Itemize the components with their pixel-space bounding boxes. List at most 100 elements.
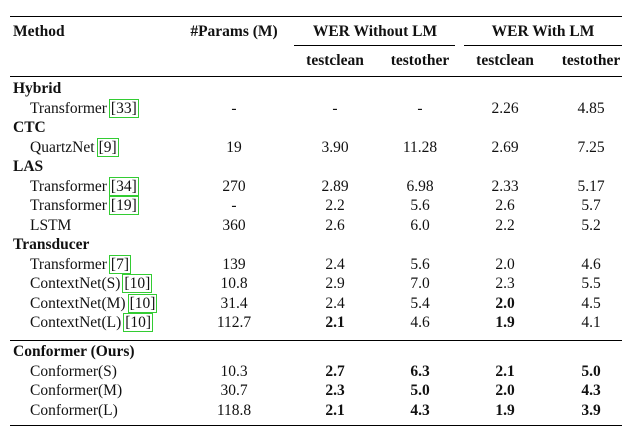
- subheader-testclean: testclean: [476, 52, 534, 69]
- method-cell: LSTM: [30, 217, 71, 235]
- method-cell: ContextNet(S) [10]: [30, 274, 153, 293]
- method-name: Conformer(M): [30, 382, 123, 399]
- wer-cell: 2.2: [325, 197, 345, 214]
- wer-cell: 2.9: [325, 275, 345, 292]
- method-cell: ContextNet(L) [10]: [30, 313, 154, 332]
- wer-cell: 2.4: [325, 294, 345, 312]
- wer-cell: 2.1: [325, 401, 345, 419]
- wer-with-lm-rule: [464, 45, 622, 46]
- wer-cell: -: [332, 99, 338, 117]
- wer-cell: 2.3: [325, 382, 345, 399]
- wer-cell: 5.2: [581, 216, 601, 234]
- method-name: Transformer: [30, 255, 107, 273]
- citation-link[interactable]: [7]: [108, 254, 131, 274]
- wer-cell: 2.26: [491, 99, 519, 117]
- method-cell: Conformer(L): [30, 402, 118, 420]
- wer-cell: 6.3: [410, 362, 430, 380]
- wer-cell: 5.0: [410, 382, 430, 399]
- method-cell: Conformer(S): [30, 363, 117, 381]
- bottom-rule: [10, 425, 622, 427]
- method-name: QuartzNet: [30, 138, 95, 156]
- wer-cell: 1.9: [495, 401, 515, 419]
- method-cell: Transformer [33]: [30, 98, 139, 118]
- wer-cell: 5.17: [577, 177, 605, 195]
- params-cell: 10.8: [220, 275, 248, 292]
- citation-link[interactable]: [10]: [123, 313, 154, 332]
- wer-cell: 2.1: [495, 362, 515, 380]
- group-header: Conformer (Ours): [13, 343, 135, 360]
- params-cell: 118.8: [216, 401, 252, 419]
- params-cell: 10.3: [220, 362, 248, 380]
- method-cell: ContextNet(M) [10]: [30, 293, 158, 313]
- params-cell: 30.7: [220, 382, 248, 399]
- method-name: ContextNet(S): [30, 275, 121, 292]
- method-name: Transformer: [30, 177, 107, 195]
- wer-cell: 4.5: [581, 294, 601, 312]
- wer-cell: 4.1: [581, 314, 601, 331]
- top-rule: [10, 16, 622, 18]
- wer-cell: 7.0: [410, 275, 430, 292]
- method-cell: Conformer(M): [30, 382, 122, 400]
- wer-cell: 2.6: [495, 197, 515, 214]
- wer-cell: 2.0: [495, 255, 515, 273]
- group-header: Transducer: [13, 236, 90, 253]
- citation-link[interactable]: [10]: [122, 274, 153, 293]
- method-cell: QuartzNet [9]: [30, 137, 119, 157]
- method-name: Conformer(L): [30, 401, 118, 419]
- params-cell: -: [231, 99, 237, 117]
- wer-cell: 2.2: [495, 216, 515, 234]
- method-name: Transformer: [30, 197, 107, 214]
- wer-without-lm-rule: [294, 45, 455, 46]
- params-cell: 139: [222, 255, 246, 273]
- wer-cell: 2.1: [325, 314, 345, 331]
- citation-link[interactable]: [9]: [96, 137, 119, 157]
- params-cell: 112.7: [216, 314, 252, 331]
- method-name: Transformer: [30, 99, 107, 117]
- wer-cell: 2.69: [491, 138, 519, 156]
- subheader-testother: testother: [390, 52, 450, 69]
- wer-cell: 11.28: [402, 138, 438, 156]
- citation-link[interactable]: [10]: [127, 293, 158, 313]
- header-wer-without-lm: WER Without LM: [312, 23, 438, 40]
- method-cell: Transformer [34]: [30, 176, 139, 196]
- method-name: ContextNet(L): [30, 314, 122, 331]
- params-cell: 31.4: [220, 294, 248, 312]
- wer-cell: 6.0: [410, 216, 430, 234]
- wer-cell: 1.9: [495, 314, 515, 331]
- method-name: ContextNet(M): [30, 294, 126, 312]
- wer-cell: 5.0: [581, 362, 601, 380]
- wer-cell: 2.3: [495, 275, 515, 292]
- wer-cell: 4.6: [581, 255, 601, 273]
- params-cell: 270: [222, 177, 246, 195]
- wer-cell: 4.6: [410, 314, 430, 331]
- params-cell: -: [231, 197, 237, 214]
- conformer-separator-rule: [10, 340, 622, 341]
- wer-cell: 5.6: [410, 255, 430, 273]
- group-header: Hybrid: [13, 80, 62, 97]
- wer-cell: 5.7: [581, 197, 601, 214]
- wer-cell: 4.3: [410, 401, 430, 419]
- group-header: CTC: [13, 119, 46, 136]
- wer-cell: 3.9: [581, 401, 601, 419]
- wer-cell: 4.85: [577, 99, 605, 117]
- method-cell: Transformer [19]: [30, 196, 139, 215]
- header-method: Method: [13, 23, 65, 40]
- wer-cell: 5.5: [581, 275, 601, 292]
- citation-link[interactable]: [33]: [108, 98, 139, 118]
- subheader-testother: testother: [561, 52, 621, 69]
- method-name: Conformer(S): [30, 362, 117, 380]
- citation-link[interactable]: [34]: [108, 176, 139, 196]
- wer-cell: 3.90: [321, 138, 349, 156]
- wer-cell: 2.4: [325, 255, 345, 273]
- method-cell: Transformer [7]: [30, 254, 131, 274]
- wer-cell: 5.6: [410, 197, 430, 214]
- group-header: LAS: [13, 158, 44, 175]
- subheader-testclean: testclean: [306, 52, 364, 69]
- wer-cell: 2.6: [325, 216, 345, 234]
- wer-cell: 5.4: [410, 294, 430, 312]
- citation-link[interactable]: [19]: [108, 196, 139, 215]
- wer-cell: -: [417, 99, 423, 117]
- wer-cell: 2.33: [491, 177, 519, 195]
- method-name: LSTM: [30, 216, 72, 234]
- header-params: #Params (M): [190, 23, 278, 40]
